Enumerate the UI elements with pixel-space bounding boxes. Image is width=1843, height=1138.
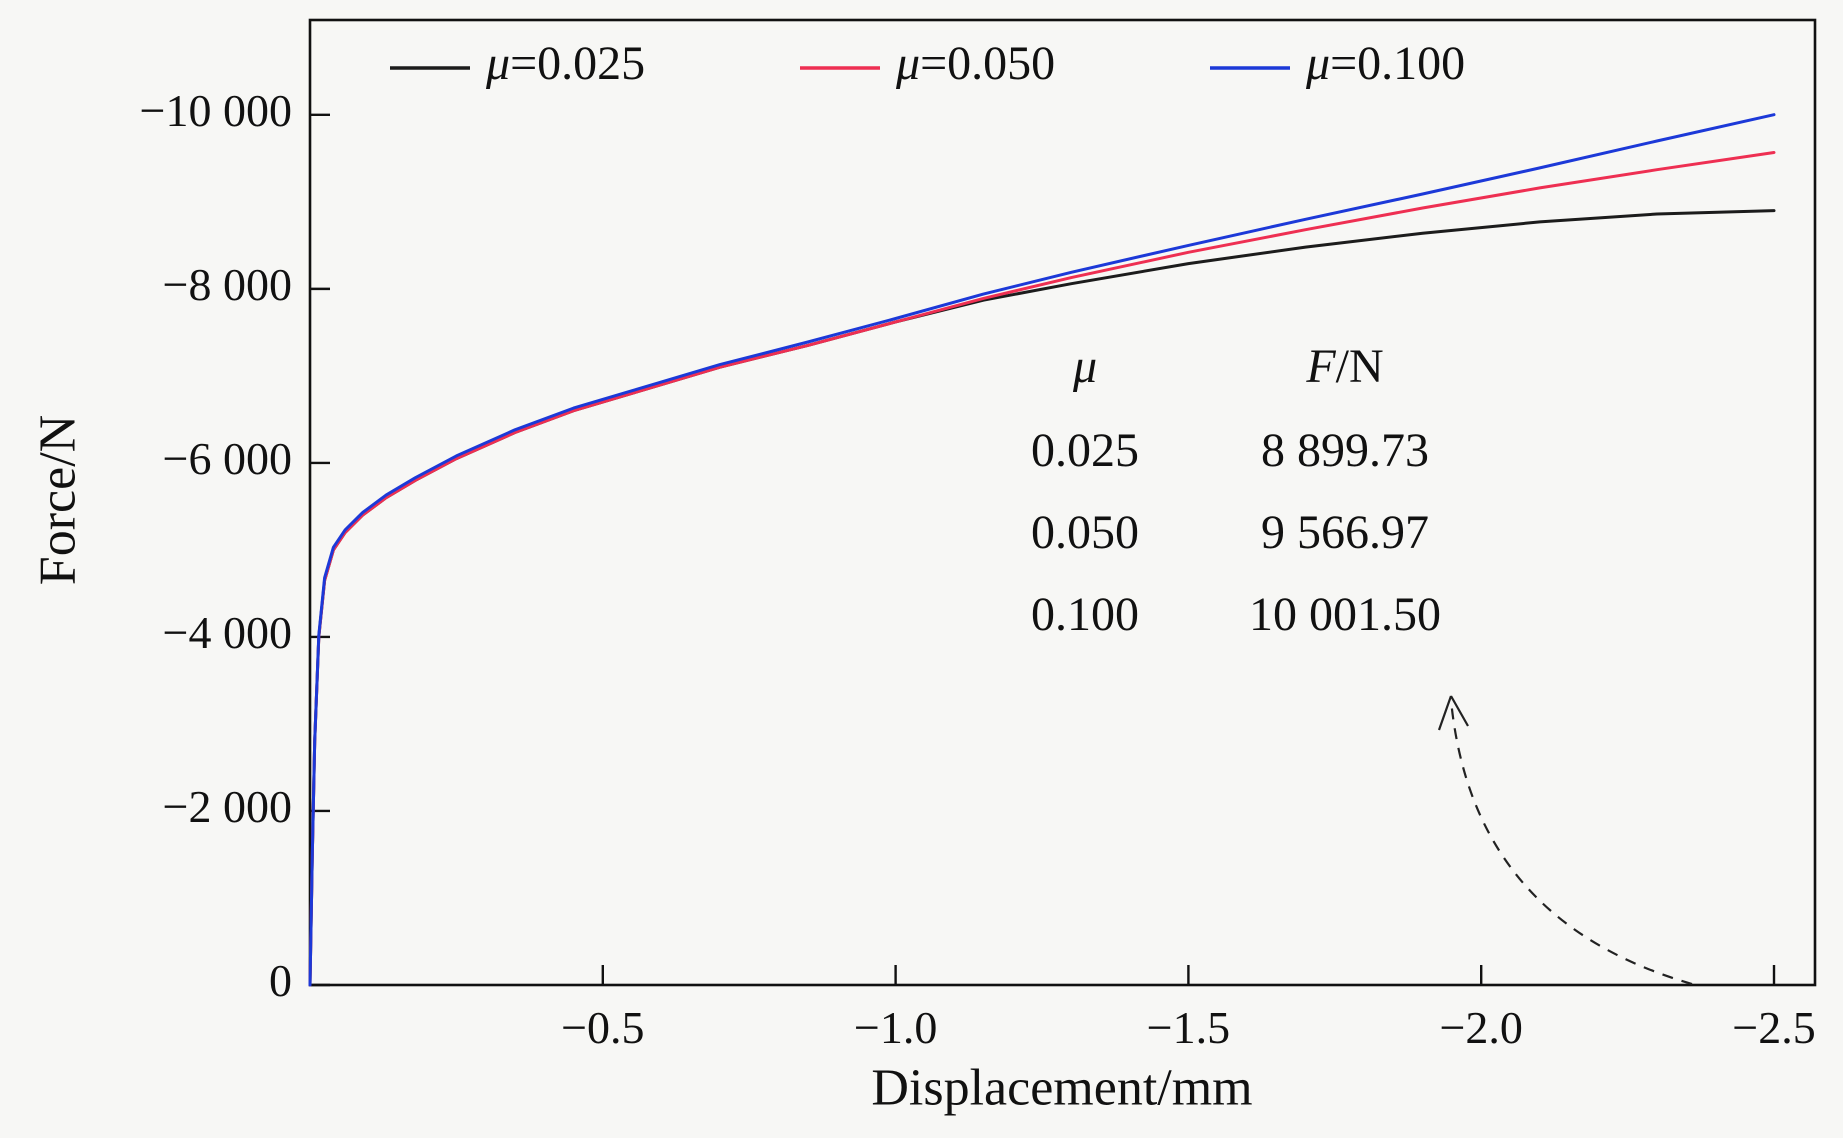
- legend-label-0: μ=0.025: [485, 37, 645, 90]
- arrowhead-icon: [1437, 695, 1469, 731]
- y-axis: 0 −2 000 −4 000 −6 000 −8 000 −10 000: [140, 84, 330, 1006]
- result-table: μ F/N 0.025 8 899.73 0.050 9 566.97 0.100 10 00…: [1031, 340, 1441, 641]
- legend-label-2: μ=0.100: [1305, 37, 1465, 90]
- y-axis-title: Force/N: [29, 414, 87, 586]
- x-axis: −0.5 −1.0 −1.5 −2.0 −2.5: [561, 965, 1816, 1053]
- y-tick-label: −4 000: [163, 607, 292, 658]
- chart-legend: μ=0.025 μ=0.050 μ=0.100: [390, 37, 1465, 90]
- result-table-header: μ: [1072, 340, 1097, 393]
- y-tick-label: −6 000: [163, 432, 292, 483]
- x-tick-label: −1.5: [1147, 1002, 1230, 1053]
- x-tick-label: −2.5: [1732, 1002, 1815, 1053]
- result-table-cell: 10 001.50: [1249, 588, 1441, 641]
- series-line-2: [308, 113, 1776, 987]
- result-table-cell: 8 899.73: [1261, 424, 1429, 477]
- y-tick-label: −2 000: [163, 781, 292, 832]
- legend-label-1: μ=0.050: [895, 37, 1055, 90]
- result-table-header: F/N: [1305, 340, 1383, 393]
- x-tick-label: −1.0: [854, 1002, 937, 1053]
- y-tick-label: −8 000: [163, 258, 292, 309]
- result-table-cell: 9 566.97: [1261, 506, 1429, 559]
- x-tick-label: −0.5: [561, 1002, 644, 1053]
- x-axis-title: Displacement/mm: [871, 1059, 1253, 1117]
- y-tick-label: −10 000: [140, 84, 292, 135]
- x-tick-label: −2.0: [1439, 1002, 1522, 1053]
- result-table-cell: 0.100: [1031, 588, 1139, 641]
- result-table-cell: 0.025: [1031, 424, 1139, 477]
- y-tick-label: 0: [269, 955, 292, 1006]
- dashed-arrow-annotation: [1437, 695, 1693, 986]
- plot-frame: [308, 18, 1817, 987]
- result-table-cell: 0.050: [1031, 506, 1139, 559]
